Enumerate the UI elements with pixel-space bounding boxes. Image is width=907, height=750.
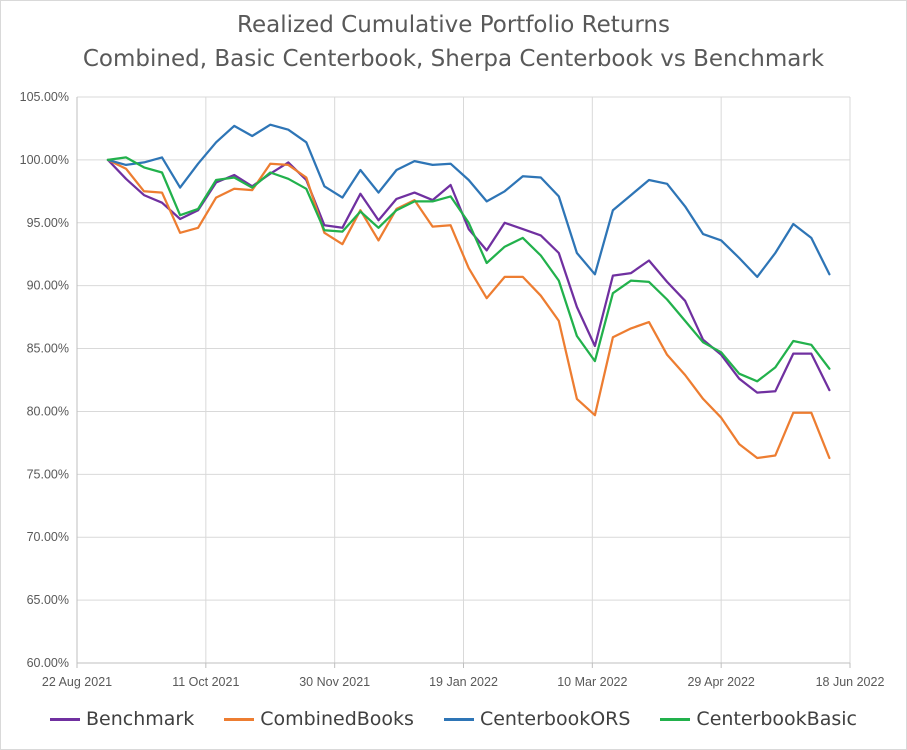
legend-swatch (49, 717, 80, 721)
x-tick-label: 19 Jan 2022 (429, 675, 498, 689)
legend-label: CombinedBooks (260, 708, 414, 730)
y-tick-label: 90.00% (27, 279, 69, 293)
legend-item-centerbookors: CenterbookORS (443, 708, 631, 730)
legend-label: Benchmark (85, 708, 195, 730)
series-line-combinedbooks (106, 158, 831, 460)
y-tick-labels: 60.00% 65.00% 70.00% 75.00% 80.00% 85.00% 90.0… (20, 90, 69, 670)
y-tick-label: 95.00% (27, 216, 69, 230)
x-tick-label: 29 Apr 2022 (687, 675, 754, 689)
x-tick-label: 22 Aug 2021 (42, 675, 112, 689)
legend-item-combinedbooks: CombinedBooks (224, 708, 414, 730)
series-line-centerbookbasic (106, 156, 831, 383)
series-line-centerbookors (106, 123, 831, 279)
legend-label: CenterbookORS (479, 708, 631, 730)
legend-swatch (224, 717, 255, 721)
legend-label: CenterbookBasic (696, 708, 857, 730)
y-tick-label: 65.00% (27, 593, 69, 607)
y-tick-label: 85.00% (27, 342, 69, 356)
y-tick-label: 105.00% (20, 90, 69, 104)
x-tick-label: 30 Nov 2021 (299, 675, 370, 689)
x-tick-label: 11 Oct 2021 (172, 675, 239, 689)
legend-swatch (660, 717, 691, 721)
x-tick-label: 18 Jun 2022 (816, 675, 885, 689)
legend: Benchmark CombinedBooks CenterbookORS Cente… (0, 708, 907, 730)
chart-title: Realized Cumulative Portfolio Returns (237, 12, 670, 38)
y-tick-label: 60.00% (27, 656, 69, 670)
axes (76, 97, 851, 668)
chart-subtitle: Combined, Basic Centerbook, Sherpa Cente… (82, 46, 825, 72)
gridlines (77, 96, 851, 663)
y-tick-label: 75.00% (27, 467, 69, 481)
legend-swatch (443, 717, 474, 721)
series-lines (106, 123, 831, 460)
y-tick-label: 80.00% (27, 404, 69, 418)
y-tick-label: 100.00% (20, 153, 69, 167)
x-tick-label: 10 Mar 2022 (557, 675, 627, 689)
legend-item-centerbookbasic: CenterbookBasic (660, 708, 857, 730)
legend-item-benchmark: Benchmark (49, 708, 195, 730)
y-tick-label: 70.00% (27, 530, 69, 544)
x-tick-labels: 22 Aug 2021 11 Oct 2021 30 Nov 2021 19 Jan … (42, 675, 885, 689)
